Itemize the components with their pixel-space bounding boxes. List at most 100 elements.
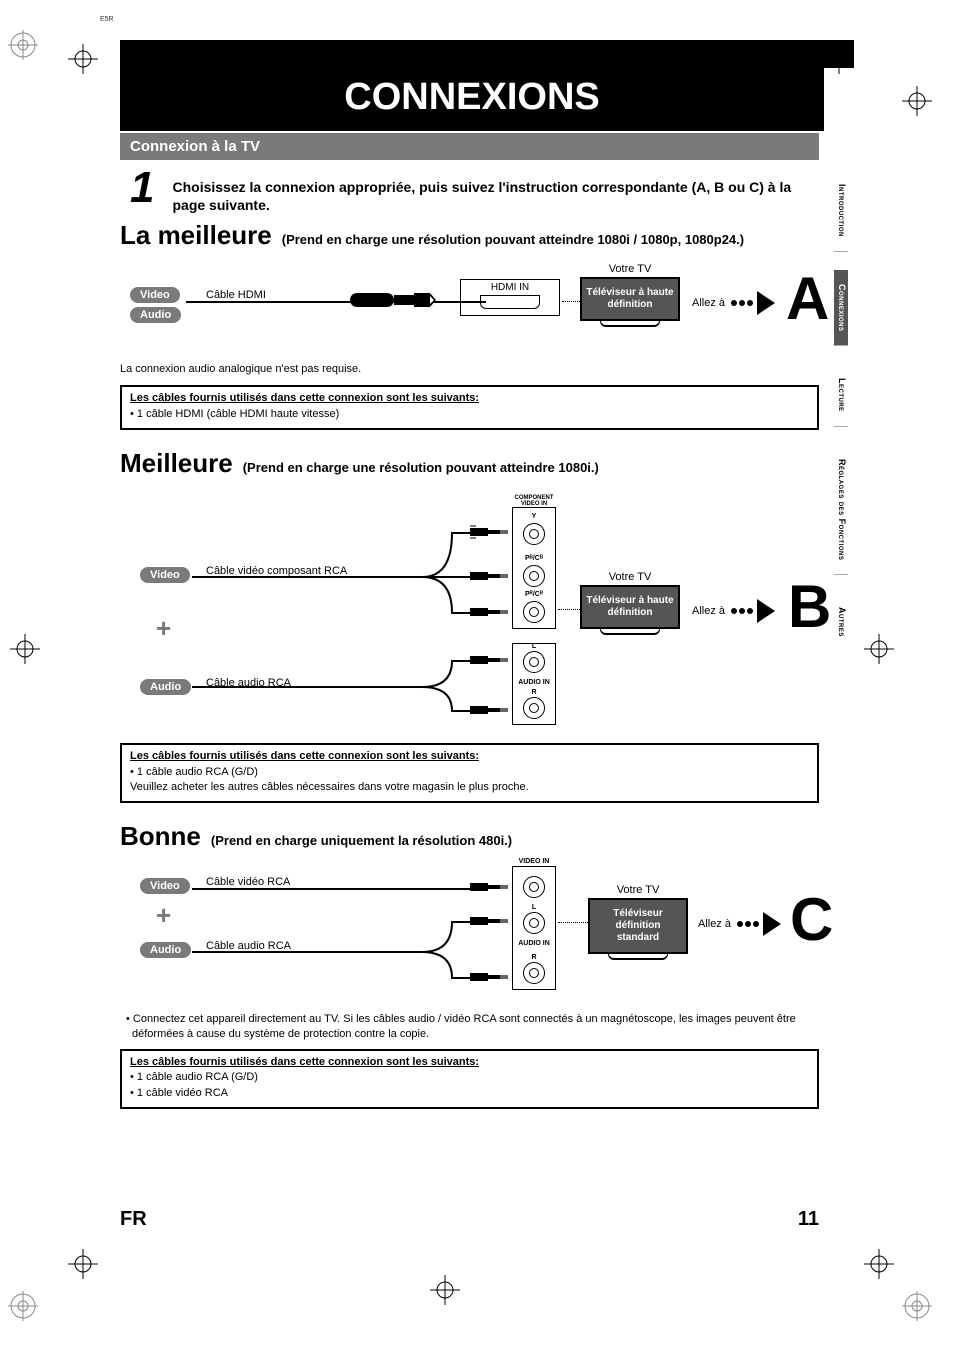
audio-in-label: AUDIO IN [516,940,552,947]
supplied-hdr: Les câbles fournis utilisés dans cette c… [130,391,809,406]
rca-port-y-icon [523,523,545,545]
page-title: CONNEXIONS [120,68,824,131]
note-a: La connexion audio analogique n'est pas … [120,363,361,375]
pill-video: Video [140,567,190,583]
hdmi-port-label: HDMI IN [461,282,559,293]
supplied-line: • 1 câble HDMI (câble HDMI haute vitesse… [130,407,809,422]
dot-icon [739,300,745,306]
hdmi-plug-icon [350,287,440,313]
pill-audio: Audio [140,942,191,958]
rca-plug-icon [470,525,510,539]
tab-connexions[interactable]: Connexions [834,270,848,347]
goto-c: Allez à [698,912,781,936]
quality-c-header: Bonne (Prend en charge uniquement la rés… [120,821,819,852]
hdmi-port-slot-icon [480,295,540,309]
tv-screen: Téléviseur à haute définition [580,585,680,629]
video-cable-label: Câble vidéo RCA [204,876,292,888]
tv-stand-icon [608,954,668,960]
rca-port-l-icon [523,651,545,673]
hdmi-port-box: HDMI IN [460,279,560,316]
diagram-c: Video Câble vidéo RCA + Audio Câble audi… [120,856,819,1006]
tv-stand-icon [600,629,660,635]
component-group-title: COMPONENT VIDEO IN [508,495,560,507]
dot-icon [745,921,751,927]
pill-audio: Audio [140,679,191,695]
supplied-box-c: Les câbles fournis utilisés dans cette c… [120,1049,819,1109]
quality-a-label: La meilleure [120,220,272,251]
bullet-note-c: • Connectez cet appareil directement au … [126,1012,819,1041]
dotted-connector [558,609,580,610]
diagram-b: Video Câble vidéo composant RCA COMPONEN… [120,483,819,743]
dot-icon [747,300,753,306]
page-number: 11 [798,1208,819,1231]
tv-screen: Téléviseur définition standard [588,898,688,954]
diagram-a: Video Audio Câble HDMI HDMI IN Votre TV … [120,255,819,375]
side-tabs: Introduction Connexions Lecture Réglages… [834,170,862,669]
rca-plug-icon [470,569,510,583]
tv-box-a: Votre TV Téléviseur à haute définition [580,263,680,327]
page-footer: FR 11 [120,1208,819,1231]
crop-mark-icon [902,1291,932,1321]
rca-plug-icon [470,970,510,984]
supplied-line: • 1 câble audio RCA (G/D) [130,1070,809,1085]
supplied-box-b: Les câbles fournis utilisés dans cette c… [120,743,819,803]
tv-box-c: Votre TV Téléviseur définition standard [588,884,688,960]
goto-label: Allez à [692,605,725,617]
corner-code: E5R [100,16,114,23]
crop-mark-icon [902,86,932,116]
big-letter-b: B [788,577,831,637]
goto-a: Allez à [692,291,775,315]
arrow-icon [763,912,781,936]
dot-icon [747,608,753,614]
big-letter-a: A [786,269,829,329]
supplied-box-a: Les câbles fournis utilisés dans cette c… [120,385,819,430]
rca-plug-icon [470,703,510,717]
rca-port-r-icon [523,697,545,719]
arrow-icon [757,599,775,623]
supplied-hdr: Les câbles fournis utilisés dans cette c… [130,1055,809,1070]
rca-plug-icon [470,605,510,619]
crop-mark-icon [68,44,98,74]
tab-reglages[interactable]: Réglages des Fonctions [834,445,848,575]
port-l-label: L [523,643,545,650]
video-in-label: VIDEO IN [516,858,552,865]
port-l-label: L [523,904,545,911]
quality-a-header: La meilleure (Prend en charge une résolu… [120,220,819,251]
crop-mark-icon [8,1291,38,1321]
video-cable-line [192,888,482,890]
quality-c-desc: (Prend en charge uniquement la résolutio… [211,833,512,849]
tv-caption: Votre TV [588,884,688,896]
step-number: 1 [130,166,154,210]
port-pb-label: Pᴮ/Cᴮ [520,555,548,562]
port-y-label: Y [523,513,545,520]
quality-b-desc: (Prend en charge une résolution pouvant … [243,460,599,476]
port-r-label: R [523,689,545,696]
audio-in-label: AUDIO IN [516,679,552,686]
rca-plug-icon [470,653,510,667]
crop-mark-icon [864,634,894,664]
supplied-line: Veuillez acheter les autres câbles néces… [130,780,809,795]
goto-label: Allez à [698,918,731,930]
pill-video: Video [130,287,180,303]
crop-mark-icon [864,1249,894,1279]
goto-b: Allez à [692,599,775,623]
supplied-line: • 1 câble vidéo RCA [130,1086,809,1101]
rca-plug-icon [470,914,510,928]
quality-b-label: Meilleure [120,448,233,479]
hdmi-cable-line [186,301,486,303]
lang-code: FR [120,1208,147,1231]
supplied-hdr: Les câbles fournis utilisés dans cette c… [130,749,809,764]
dot-icon [739,608,745,614]
tab-introduction[interactable]: Introduction [834,170,848,252]
dotted-connector [558,922,588,923]
rca-port-pr-icon [523,601,545,623]
hdmi-cable-label: Câble HDMI [204,289,268,301]
pill-audio: Audio [130,307,181,323]
content-area: Connexion à la TV 1 Choisissez la connex… [120,133,819,1109]
goto-label: Allez à [692,297,725,309]
tab-autres[interactable]: Autres [834,593,848,651]
rca-plug-icon [470,880,510,894]
tab-lecture[interactable]: Lecture [834,364,848,427]
port-pr-label: Pᴿ/Cᴿ [520,591,548,598]
arrow-icon [757,291,775,315]
